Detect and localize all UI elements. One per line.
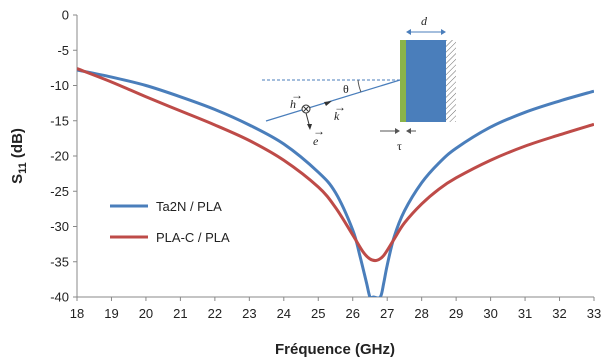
y-tick-label: -20	[50, 149, 69, 164]
y-tick-label: -5	[57, 43, 69, 58]
x-tick-label: 20	[139, 306, 153, 321]
d-arrow-right-icon	[441, 29, 446, 35]
inset-diagram: θ h → e → k → d τ	[262, 14, 456, 153]
y-tick-label: -40	[50, 290, 69, 305]
h-field-cross-b	[303, 106, 309, 112]
d-label: d	[421, 14, 428, 28]
x-axis-title: Fréquence (GHz)	[275, 341, 395, 358]
y-tick-label: -10	[50, 78, 69, 93]
x-tick-label: 22	[208, 306, 222, 321]
x-tick-label: 24	[277, 306, 291, 321]
y-tick-label: 0	[62, 8, 69, 23]
x-tick-label: 23	[242, 306, 256, 321]
k-label: k	[334, 109, 340, 123]
resistive-sheet	[400, 40, 406, 122]
y-axis-title-sub: 11	[17, 162, 29, 174]
theta-arc	[357, 79, 362, 93]
y-axis-title: S11 (dB)	[9, 128, 29, 184]
legend-label-ta2n: Ta2N / PLA	[156, 199, 222, 214]
y-axis-title-main: S	[9, 174, 26, 184]
tau-label: τ	[397, 139, 402, 153]
y-tick-label: -15	[50, 113, 69, 128]
x-tick-label: 27	[380, 306, 394, 321]
series-line-0	[77, 68, 594, 297]
x-tick-label: 21	[173, 306, 187, 321]
series-layer	[77, 67, 594, 297]
x-tick-label: 28	[414, 306, 428, 321]
tau-arrow-head-right-icon	[406, 128, 411, 134]
e-arrow-head-icon	[307, 124, 312, 130]
x-tick-label: 30	[483, 306, 497, 321]
d-arrow-left-icon	[406, 29, 411, 35]
k-arrow-head-icon	[324, 101, 332, 106]
x-tick-label: 29	[449, 306, 463, 321]
y-tick-label: -30	[50, 219, 69, 234]
e-arrow-mark: →	[313, 124, 325, 138]
tau-arrow-head-left-icon	[395, 128, 400, 134]
x-tick-label: 26	[345, 306, 359, 321]
y-tick-label: -25	[50, 184, 69, 199]
h-arrow-mark: →	[291, 88, 303, 102]
x-tick-label: 31	[518, 306, 532, 321]
theta-label: θ	[343, 82, 349, 96]
legend-label-plac: PLA-C / PLA	[156, 230, 230, 245]
incident-wave-line	[265, 79, 401, 122]
x-tick-label: 18	[70, 306, 84, 321]
h-label: h	[290, 97, 296, 111]
x-tick-label: 32	[552, 306, 566, 321]
y-tick-label: -35	[50, 254, 69, 269]
x-tick-labels: 18 19 20 21 22 23 24 25 26 27 28 29 30 31 32 33	[70, 297, 601, 321]
ground-plane	[446, 40, 456, 122]
x-tick-label: 19	[104, 306, 118, 321]
y-tick-labels: 0 -5 -10 -15 -20 -25 -30 -35 -40	[50, 8, 77, 305]
y-axis-title-unit: (dB)	[9, 128, 26, 162]
e-label: e	[313, 134, 319, 148]
series-line-1	[77, 67, 594, 263]
dielectric-slab	[406, 40, 446, 122]
x-tick-label: 25	[311, 306, 325, 321]
legend: Ta2N / PLA PLA-C / PLA	[110, 199, 230, 245]
x-tick-label: 33	[587, 306, 601, 321]
k-arrow-mark: →	[334, 100, 346, 114]
